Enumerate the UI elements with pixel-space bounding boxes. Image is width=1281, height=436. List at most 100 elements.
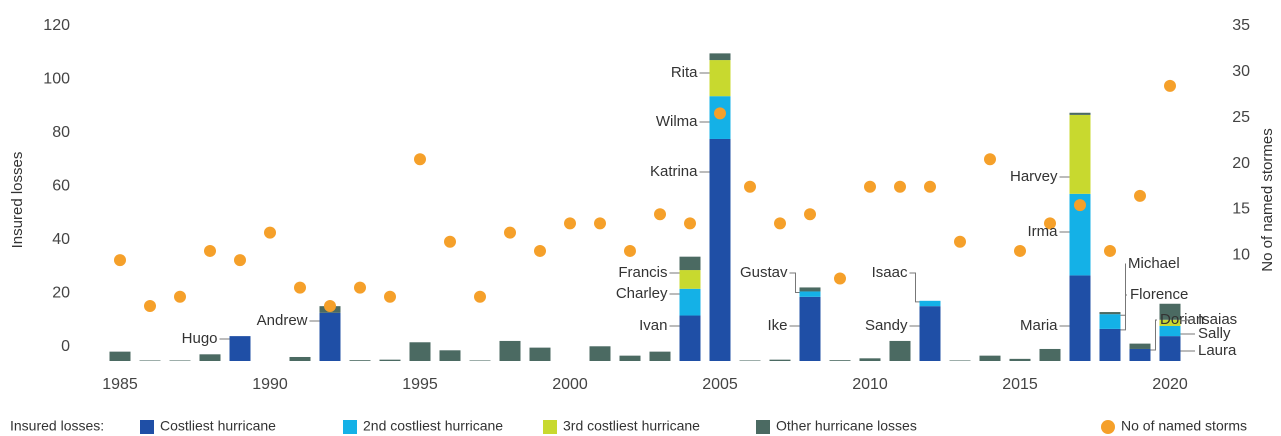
annotation: Francis (618, 264, 667, 281)
bar-segment (709, 53, 731, 61)
bar-segment (589, 346, 611, 361)
storm-dot (924, 180, 936, 193)
storm-dot (1014, 244, 1026, 257)
annotation-leader (1150, 319, 1157, 351)
bar-segment (979, 355, 1001, 361)
bar-segment (799, 291, 821, 297)
x-tick-label: 1990 (252, 376, 288, 393)
annotation: Michael (1128, 255, 1180, 272)
bar-segment (1069, 114, 1091, 194)
annotation: Isaac (872, 264, 908, 281)
annotation: Sandy (865, 317, 908, 334)
bar-segment (1069, 112, 1091, 115)
legend-marker (343, 420, 357, 434)
storm-dot (384, 290, 396, 303)
annotation: Katrina (650, 163, 698, 180)
storm-dot (954, 235, 966, 248)
annotation: Irma (1028, 223, 1059, 240)
storm-dot (804, 208, 816, 221)
bar-segment (709, 138, 731, 361)
annotation-leader (1180, 319, 1195, 322)
y2-tick-label: 30 (1232, 63, 1250, 80)
storm-dot (324, 299, 336, 312)
y-tick-label: 60 (52, 178, 70, 195)
storm-dot (474, 290, 486, 303)
legend-marker (1101, 420, 1115, 434)
bar-segment (109, 351, 131, 361)
storm-dot (894, 180, 906, 193)
bar-segment (769, 359, 791, 361)
bar-segment (1099, 312, 1121, 315)
bar-segment (169, 360, 191, 361)
annotation: Florence (1130, 286, 1188, 303)
storm-dot (144, 299, 156, 312)
bar-segment (1069, 193, 1091, 276)
storm-dot (834, 272, 846, 285)
x-tick-label: 1995 (402, 376, 438, 393)
bar-segment (679, 256, 701, 271)
bar-segment (349, 360, 371, 361)
storm-dot (654, 208, 666, 221)
bar-segment (469, 360, 491, 361)
bar-segment (1009, 358, 1031, 361)
y-tick-label: 0 (61, 338, 70, 355)
storm-dot (1104, 244, 1116, 257)
legend-label: Other hurricane losses (776, 418, 917, 434)
bar-segment (649, 351, 671, 361)
y2-tick-label: 20 (1232, 155, 1250, 172)
annotation: Harvey (1010, 168, 1058, 185)
storm-dot (414, 153, 426, 166)
y2-axis-label: No of named stormes (1259, 128, 1276, 271)
y-tick-label: 120 (43, 17, 70, 34)
y2-tick-label: 10 (1232, 247, 1250, 264)
bar-segment (1069, 275, 1091, 361)
bar-segment (739, 360, 761, 361)
annotation: Laura (1198, 342, 1237, 359)
bar-segment (529, 347, 551, 361)
bar-segment (829, 360, 851, 361)
bar-segment (949, 360, 971, 361)
x-tick-label: 2005 (702, 376, 738, 393)
storm-dot (204, 244, 216, 257)
legend-label: Costliest hurricane (160, 418, 276, 434)
bar-segment (1159, 303, 1181, 320)
storm-dot (234, 254, 246, 267)
storm-dot (624, 244, 636, 257)
annotation: Andrew (257, 312, 308, 329)
legend-label: 3rd costliest hurricane (563, 418, 700, 434)
legend-label: 2nd costliest hurricane (363, 418, 503, 434)
storm-dot (1134, 189, 1146, 202)
annotation: Hugo (182, 330, 218, 347)
storm-dot (294, 281, 306, 294)
bar-segment (1039, 348, 1061, 361)
storm-dot (714, 107, 726, 120)
bar-segment (229, 336, 251, 361)
bar-segment (679, 270, 701, 289)
y2-tick-label: 15 (1232, 201, 1250, 218)
bar-segment (919, 300, 941, 307)
bar-segment (679, 315, 701, 361)
storm-dot (1164, 79, 1176, 92)
storm-dot (114, 254, 126, 267)
annotation: Rita (671, 64, 698, 81)
y-tick-label: 100 (43, 71, 70, 88)
y-axis-label: Insured losses (9, 152, 26, 249)
annotation: Gustav (740, 264, 788, 281)
x-tick-label: 2015 (1002, 376, 1038, 393)
storm-dot (354, 281, 366, 294)
legend-label: No of named storms (1121, 418, 1247, 434)
bar-segment (919, 306, 941, 361)
bar-segment (1129, 343, 1151, 349)
x-tick-label: 2000 (552, 376, 588, 393)
annotation: Isaias (1198, 311, 1237, 328)
annotation: Dorian (1160, 311, 1204, 328)
bar-segment (439, 350, 461, 361)
storm-dot (684, 217, 696, 230)
bar-segment (319, 312, 341, 361)
annotation: Wilma (656, 113, 698, 130)
storm-dot (984, 153, 996, 166)
storm-dot (864, 180, 876, 193)
annotation-leader (789, 272, 800, 293)
bar-segment (1099, 328, 1121, 361)
storm-dot (564, 217, 576, 230)
